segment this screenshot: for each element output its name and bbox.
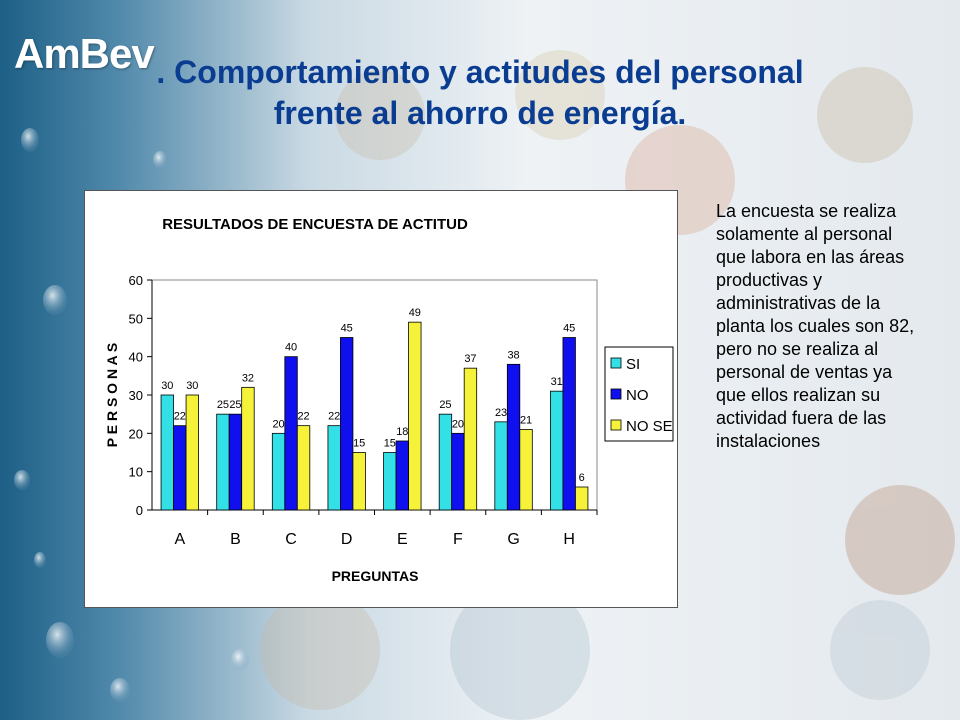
bar-value-label: 22: [174, 411, 186, 423]
y-tick-label: 10: [129, 465, 143, 480]
x-tick-label: G: [507, 531, 519, 548]
slide-title-line-1: . Comportamiento y actitudes del persona…: [156, 54, 804, 90]
bar-value-label: 23: [495, 407, 507, 419]
legend-entry: SI: [626, 356, 640, 373]
bar: [395, 440, 409, 511]
x-tick-label: A: [174, 531, 185, 548]
slide-title: . Comportamiento y actitudes del persona…: [90, 52, 870, 134]
x-tick-label: D: [341, 531, 353, 548]
bar-value-label: 30: [186, 380, 198, 392]
chart-title: RESULTADOS DE ENCUESTA DE ACTITUD: [162, 216, 468, 233]
water-drops-decoration: [14, 128, 249, 702]
legend-entry: NO: [626, 387, 649, 404]
survey-description: La encuesta se realiza solamente al pers…: [716, 201, 915, 451]
y-tick-label: 60: [129, 273, 143, 288]
x-tick-label: E: [397, 531, 408, 548]
bar: [185, 394, 199, 511]
bar: [519, 429, 533, 511]
bar-value-label: 37: [464, 353, 476, 365]
bar: [228, 413, 243, 511]
y-axis-label: P E R S O N A S: [104, 343, 120, 448]
bar-value-label: 22: [328, 411, 340, 423]
bar: [296, 425, 311, 511]
bar-value-label: 40: [285, 342, 297, 354]
slide-title-line-2: frente al ahorro de energía.: [273, 95, 687, 131]
bar-value-label: 18: [396, 426, 408, 438]
bar-value-label: 45: [563, 323, 575, 335]
bar: [383, 452, 397, 511]
x-tick-label: C: [285, 531, 297, 548]
y-tick-label: 40: [129, 350, 143, 365]
bar: [327, 425, 341, 511]
bar: [494, 421, 508, 511]
legend-entry: NO SE: [626, 418, 673, 435]
bar: [451, 432, 465, 511]
bar-value-label: 25: [217, 399, 229, 411]
y-tick-label: 0: [136, 503, 143, 518]
bar: [550, 390, 564, 511]
bar-value-label: 25: [439, 399, 451, 411]
bar-value-label: 20: [452, 418, 464, 430]
bar: [271, 432, 286, 511]
x-tick-label: H: [563, 531, 575, 548]
bar-value-label: 15: [353, 438, 365, 450]
x-axis-label: PREGUNTAS: [332, 568, 419, 584]
bar: [173, 425, 187, 511]
bar: [408, 321, 422, 511]
y-tick-label: 30: [129, 388, 143, 403]
bar-value-label: 38: [507, 349, 519, 361]
bar: [216, 413, 230, 511]
legend-swatch: [610, 419, 622, 431]
bar-value-label: 15: [384, 438, 396, 450]
chart-panel: RESULTADOS DE ENCUESTA DE ACTITUD 0 10 20 30…: [84, 190, 678, 608]
bar: [241, 386, 255, 511]
legend-swatch: [610, 388, 622, 400]
bar-value-label: 32: [242, 372, 254, 384]
bar-value-label: 20: [272, 418, 284, 430]
bar: [160, 394, 174, 511]
ambev-logo: AmBev: [14, 30, 155, 77]
bar-value-label: 21: [520, 415, 532, 427]
bar: [438, 413, 453, 511]
y-tick-label: 50: [129, 311, 143, 326]
bar-chart: RESULTADOS DE ENCUESTA DE ACTITUD 0 10 20 30…: [104, 216, 674, 584]
bar-value-label: 30: [161, 380, 173, 392]
bar-value-label: 31: [551, 376, 563, 388]
bar-value-label: 45: [341, 323, 353, 335]
bar: [575, 486, 589, 511]
x-tick-label: F: [453, 531, 463, 548]
legend-swatch: [610, 357, 622, 369]
y-tick-label: 20: [129, 426, 143, 441]
x-tick-label: B: [230, 531, 241, 548]
bar: [506, 363, 521, 511]
bar: [562, 337, 576, 511]
bar-value-label: 6: [579, 472, 585, 484]
bar: [340, 337, 354, 511]
bar-value-label: 49: [409, 307, 421, 319]
bar: [352, 452, 366, 511]
bar-value-label: 25: [229, 399, 241, 411]
bar: [284, 356, 298, 511]
bar: [463, 367, 478, 511]
bar-value-label: 22: [297, 411, 309, 423]
